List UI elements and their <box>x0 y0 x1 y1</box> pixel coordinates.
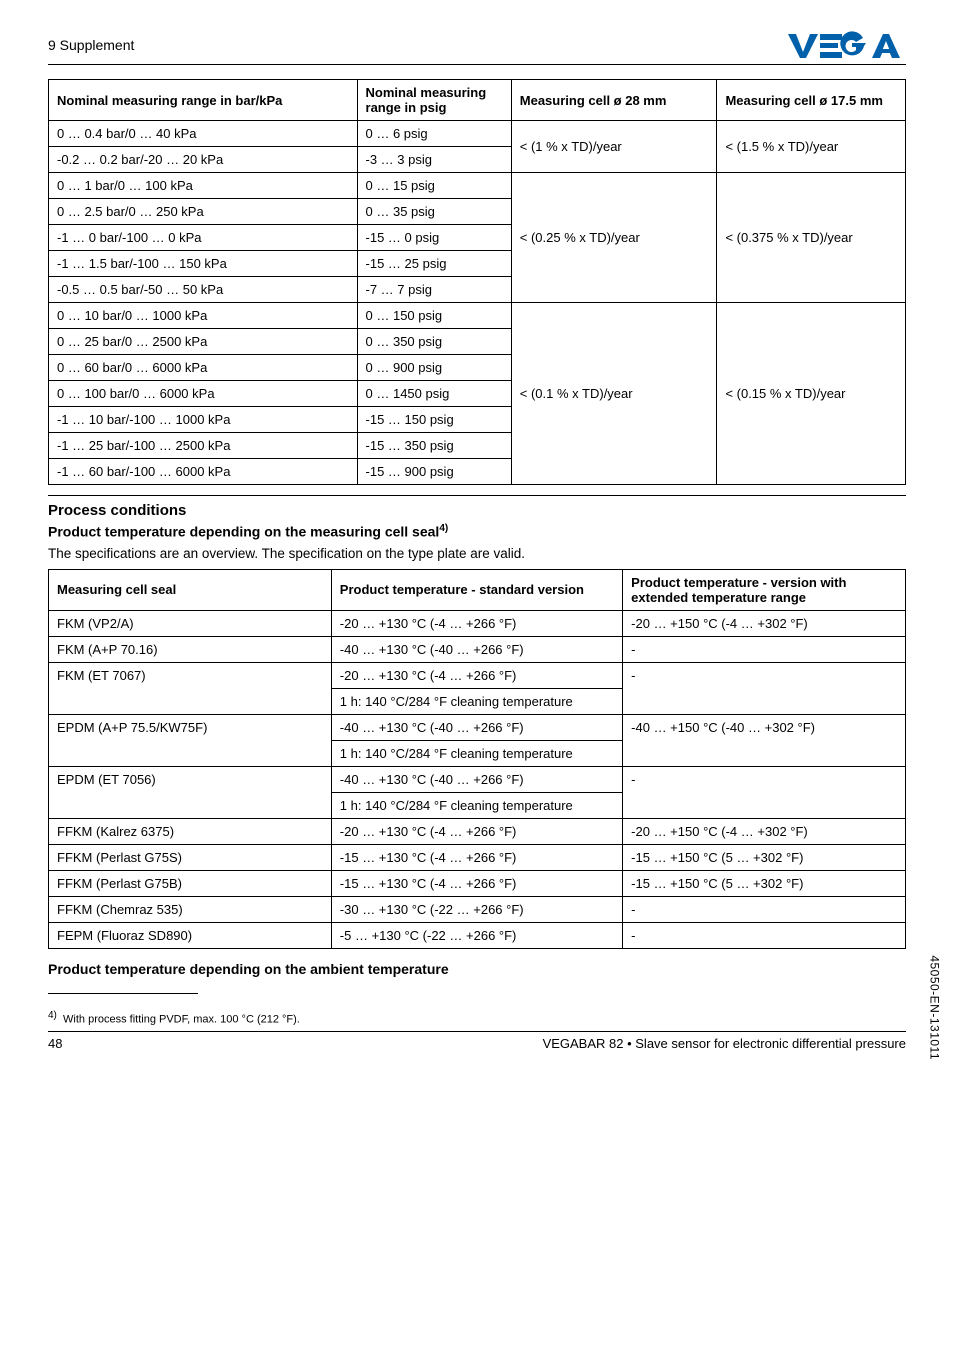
table-cell: - <box>623 922 906 948</box>
t1-h0: Nominal measuring range in bar/kPa <box>49 80 358 121</box>
footnote: 4) With process fitting PVDF, max. 100 °… <box>48 1002 906 1026</box>
t2-h2: Product temperature - version with exten… <box>623 569 906 610</box>
table-cell: -40 … +150 °C (-40 … +302 °F) <box>623 714 906 766</box>
subsection-sup: 4) <box>439 523 448 534</box>
footnote-marker: 4) <box>48 1010 57 1021</box>
table-cell: FKM (VP2/A) <box>49 610 332 636</box>
table-cell: 0 … 150 psig <box>357 303 511 329</box>
vega-logo <box>786 30 906 60</box>
table-cell: < (0.25 % x TD)/year <box>511 173 717 303</box>
table-cell: -0.5 … 0.5 bar/-50 … 50 kPa <box>49 277 358 303</box>
table-cell: FFKM (Perlast G75B) <box>49 870 332 896</box>
table-cell: < (1.5 % x TD)/year <box>717 121 906 173</box>
table-cell: EPDM (A+P 75.5/KW75F) <box>49 714 332 766</box>
ambient-temp-heading: Product temperature depending on the amb… <box>48 961 906 977</box>
t1-h2: Measuring cell ø 28 mm <box>511 80 717 121</box>
table-cell: 0 … 60 bar/0 … 6000 kPa <box>49 355 358 381</box>
intro-text: The specifications are an overview. The … <box>48 546 906 561</box>
table-cell: 1 h: 140 °C/284 °F cleaning temperature <box>331 740 622 766</box>
page-header: 9 Supplement <box>48 30 906 65</box>
table-cell: -15 … 150 psig <box>357 407 511 433</box>
footer-title: VEGABAR 82 • Slave sensor for electronic… <box>543 1036 906 1051</box>
table-cell: < (1 % x TD)/year <box>511 121 717 173</box>
table-cell: -1 … 10 bar/-100 … 1000 kPa <box>49 407 358 433</box>
table-cell: - <box>623 896 906 922</box>
section-label: 9 Supplement <box>48 37 134 53</box>
table-cell: EPDM (ET 7056) <box>49 766 332 818</box>
table-cell: -7 … 7 psig <box>357 277 511 303</box>
table-cell: 0 … 10 bar/0 … 1000 kPa <box>49 303 358 329</box>
process-conditions-title: Process conditions <box>48 502 906 519</box>
measuring-range-table: Nominal measuring range in bar/kPa Nomin… <box>48 79 906 485</box>
table-cell: -20 … +150 °C (-4 … +302 °F) <box>623 818 906 844</box>
t1-h3: Measuring cell ø 17.5 mm <box>717 80 906 121</box>
table-cell: -20 … +130 °C (-4 … +266 °F) <box>331 662 622 688</box>
table-cell: - <box>623 662 906 714</box>
table-cell: -1 … 25 bar/-100 … 2500 kPa <box>49 433 358 459</box>
table-cell: -40 … +130 °C (-40 … +266 °F) <box>331 766 622 792</box>
table-cell: FFKM (Kalrez 6375) <box>49 818 332 844</box>
t2-h0: Measuring cell seal <box>49 569 332 610</box>
table-cell: -15 … 900 psig <box>357 459 511 485</box>
table-cell: 0 … 0.4 bar/0 … 40 kPa <box>49 121 358 147</box>
table-cell: 0 … 1 bar/0 … 100 kPa <box>49 173 358 199</box>
table-cell: FKM (A+P 70.16) <box>49 636 332 662</box>
table-cell: -15 … 25 psig <box>357 251 511 277</box>
table-cell: 0 … 6 psig <box>357 121 511 147</box>
subsection-title: Product temperature depending on the mea… <box>48 523 906 540</box>
table-cell: FKM (ET 7067) <box>49 662 332 714</box>
table-cell: -0.2 … 0.2 bar/-20 … 20 kPa <box>49 147 358 173</box>
table-cell: -15 … +130 °C (-4 … +266 °F) <box>331 870 622 896</box>
table-cell: -1 … 1.5 bar/-100 … 150 kPa <box>49 251 358 277</box>
table-cell: 1 h: 140 °C/284 °F cleaning temperature <box>331 792 622 818</box>
table-cell: - <box>623 766 906 818</box>
table-cell: -5 … +130 °C (-22 … +266 °F) <box>331 922 622 948</box>
table-cell: < (0.1 % x TD)/year <box>511 303 717 485</box>
table-cell: 0 … 900 psig <box>357 355 511 381</box>
table-cell: -20 … +130 °C (-4 … +266 °F) <box>331 610 622 636</box>
table-cell: < (0.15 % x TD)/year <box>717 303 906 485</box>
table-cell: -15 … 350 psig <box>357 433 511 459</box>
table-cell: -20 … +150 °C (-4 … +302 °F) <box>623 610 906 636</box>
table-cell: 0 … 100 bar/0 … 6000 kPa <box>49 381 358 407</box>
table-cell: FEPM (Fluoraz SD890) <box>49 922 332 948</box>
table-cell: 0 … 1450 psig <box>357 381 511 407</box>
table-cell: -15 … 0 psig <box>357 225 511 251</box>
footnote-text: With process fitting PVDF, max. 100 °C (… <box>63 1013 300 1025</box>
t1-h1: Nominal measuring range in psig <box>357 80 511 121</box>
table-cell: -15 … +150 °C (5 … +302 °F) <box>623 844 906 870</box>
table-cell: 0 … 15 psig <box>357 173 511 199</box>
table-cell: -15 … +150 °C (5 … +302 °F) <box>623 870 906 896</box>
rule <box>48 495 906 496</box>
table-cell: 0 … 35 psig <box>357 199 511 225</box>
table-cell: < (0.375 % x TD)/year <box>717 173 906 303</box>
table-cell: -1 … 60 bar/-100 … 6000 kPa <box>49 459 358 485</box>
table-cell: 0 … 2.5 bar/0 … 250 kPa <box>49 199 358 225</box>
page-footer: 48 VEGABAR 82 • Slave sensor for electro… <box>48 1031 906 1051</box>
table-cell: - <box>623 636 906 662</box>
table-cell: FFKM (Chemraz 535) <box>49 896 332 922</box>
table-cell: 0 … 25 bar/0 … 2500 kPa <box>49 329 358 355</box>
subsection-text: Product temperature depending on the mea… <box>48 524 439 540</box>
table-cell: -3 … 3 psig <box>357 147 511 173</box>
table-cell: -40 … +130 °C (-40 … +266 °F) <box>331 636 622 662</box>
page-number: 48 <box>48 1036 62 1051</box>
table-cell: -1 … 0 bar/-100 … 0 kPa <box>49 225 358 251</box>
table-cell: 0 … 350 psig <box>357 329 511 355</box>
table-cell: FFKM (Perlast G75S) <box>49 844 332 870</box>
table-cell: -40 … +130 °C (-40 … +266 °F) <box>331 714 622 740</box>
t2-h1: Product temperature - standard version <box>331 569 622 610</box>
table-cell: -20 … +130 °C (-4 … +266 °F) <box>331 818 622 844</box>
footnote-rule <box>48 993 198 994</box>
table-cell: 1 h: 140 °C/284 °F cleaning temperature <box>331 688 622 714</box>
document-code: 45050-EN-131011 <box>928 955 942 1060</box>
seal-temperature-table: Measuring cell seal Product temperature … <box>48 569 906 949</box>
table-cell: -30 … +130 °C (-22 … +266 °F) <box>331 896 622 922</box>
table-cell: -15 … +130 °C (-4 … +266 °F) <box>331 844 622 870</box>
